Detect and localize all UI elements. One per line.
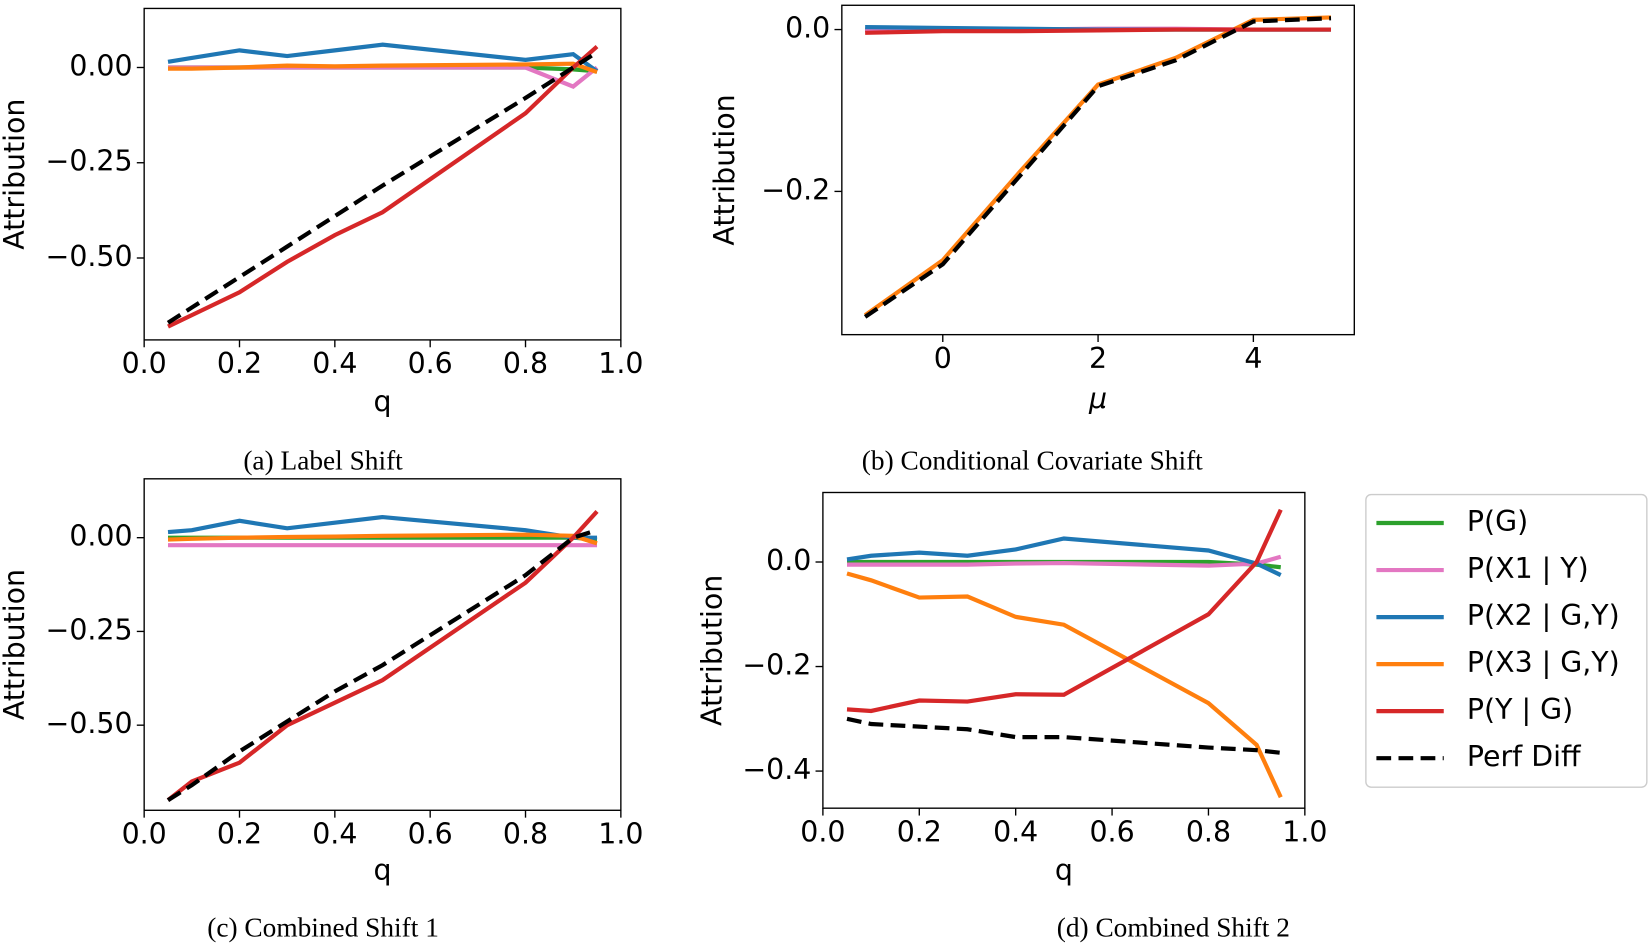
series-line <box>846 554 1282 568</box>
y-tick-label: −0.25 <box>46 613 133 646</box>
series-line <box>167 42 599 74</box>
series-line <box>167 61 598 75</box>
series-line <box>846 508 1283 714</box>
y-tick-label: 0.0 <box>766 544 811 577</box>
series-line <box>863 16 1332 319</box>
legend-label: P(G) <box>1467 505 1528 538</box>
x-tick-label: 0.2 <box>217 818 262 851</box>
y-axis-label: Attribution <box>695 575 728 726</box>
x-tick-label: 0.8 <box>503 347 548 380</box>
x-tick-label: 2 <box>1089 342 1107 375</box>
x-tick-label: 0 <box>934 342 952 375</box>
x-tick-label: 0.0 <box>122 818 167 851</box>
series-line <box>846 571 1283 799</box>
caption: (a) Label Shift <box>243 445 403 475</box>
x-tick-label: 0.4 <box>312 347 357 380</box>
legend-label: P(Y | G) <box>1467 693 1573 726</box>
legend-label: P(X2 | G,Y) <box>1467 599 1620 632</box>
caption: (d) Combined Shift 2 <box>1057 913 1290 943</box>
caption: (c) Combined Shift 1 <box>207 913 439 943</box>
x-tick-label: 0.6 <box>408 347 453 380</box>
plot-frame <box>841 4 1355 336</box>
series-line <box>865 27 1332 35</box>
y-tick-label: 0.0 <box>785 12 830 45</box>
series-line <box>846 536 1282 577</box>
x-tick-label: 1.0 <box>1282 815 1327 848</box>
y-axis-label: Attribution <box>708 94 741 245</box>
y-tick-label: −0.4 <box>742 753 811 786</box>
x-tick-label: 0.0 <box>800 815 845 848</box>
x-axis-label: μ <box>1088 382 1107 415</box>
plot-frame <box>143 7 622 341</box>
x-tick-label: 1.0 <box>598 818 643 851</box>
x-axis-label: q <box>1055 853 1073 886</box>
series-line <box>166 50 599 325</box>
series-line <box>846 716 1281 755</box>
y-axis-label: Attribution <box>0 99 31 250</box>
series-line <box>167 44 599 329</box>
y-tick-label: −0.25 <box>46 145 133 178</box>
x-tick-label: 0.4 <box>312 818 357 851</box>
x-tick-label: 0.4 <box>993 815 1038 848</box>
legend-label: Perf Diff <box>1467 740 1582 773</box>
y-tick-label: −0.2 <box>742 649 811 682</box>
series-line <box>863 15 1332 317</box>
x-tick-label: 0.0 <box>122 347 167 380</box>
caption: (b) Conditional Covariate Shift <box>862 445 1203 475</box>
x-tick-label: 0.2 <box>897 815 942 848</box>
x-tick-label: 0.6 <box>408 818 453 851</box>
x-tick-label: 0.8 <box>503 818 548 851</box>
x-axis-label: q <box>373 385 391 418</box>
legend-box <box>1365 493 1648 788</box>
x-tick-label: 0.6 <box>1089 815 1134 848</box>
legend-label: P(X1 | Y) <box>1467 552 1589 585</box>
y-tick-label: −0.50 <box>46 707 133 740</box>
x-tick-label: 0.2 <box>217 347 262 380</box>
x-axis-label: q <box>373 853 391 886</box>
x-tick-label: 4 <box>1244 342 1262 375</box>
y-tick-label: −0.50 <box>46 240 133 273</box>
x-tick-label: 1.0 <box>598 347 643 380</box>
x-tick-label: 0.8 <box>1186 815 1231 848</box>
plot-frame <box>822 491 1306 809</box>
series-line <box>166 528 598 802</box>
y-tick-label: −0.2 <box>761 173 830 206</box>
series-line <box>167 65 599 89</box>
y-axis-label: Attribution <box>0 569 31 720</box>
plot-frame <box>143 478 622 811</box>
legend-label: P(X3 | G,Y) <box>1467 646 1620 679</box>
series-line <box>167 532 598 546</box>
y-tick-label: 0.00 <box>69 520 132 553</box>
y-tick-label: 0.00 <box>69 49 132 82</box>
